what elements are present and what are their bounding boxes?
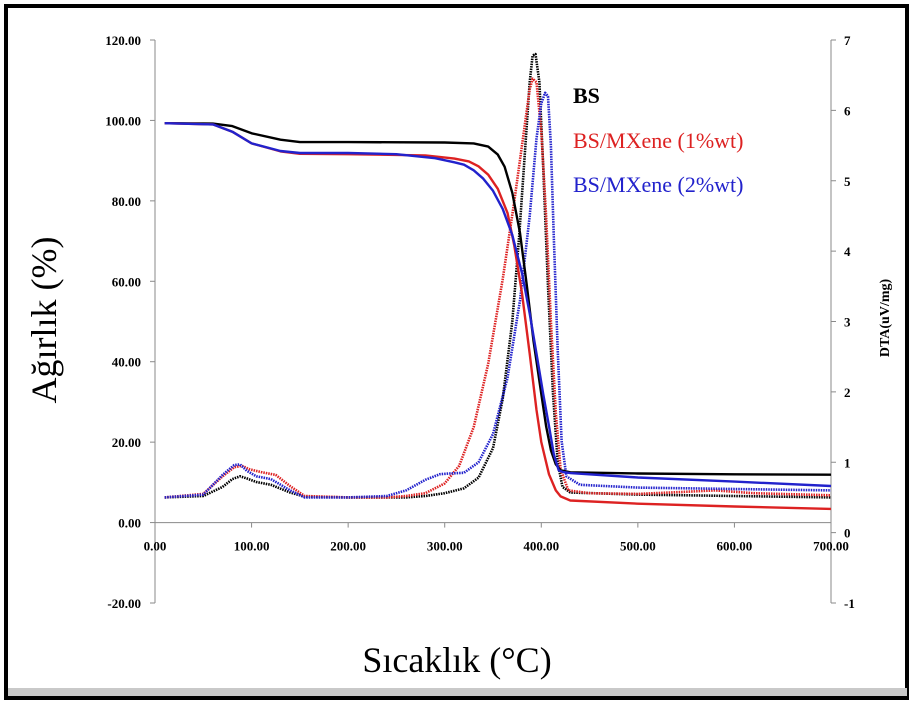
dta-series-line <box>164 52 832 499</box>
y-left-tick-label: -20.00 <box>107 596 141 611</box>
y-right-tick-label: -1 <box>844 596 855 611</box>
y-right-tick-label: 4 <box>844 244 851 259</box>
axes <box>150 39 836 604</box>
x-tick-label: 300.00 <box>427 539 463 554</box>
y-right-tick-label: 6 <box>844 103 851 118</box>
x-tick-label: 200.00 <box>330 539 366 554</box>
y-left-axis-title: Ağırlık (%) <box>24 237 64 404</box>
y-left-tick-label: 60.00 <box>112 274 141 289</box>
x-tick-label: 100.00 <box>234 539 270 554</box>
y-right-tick-label: 0 <box>844 526 851 541</box>
y-left-tick-label: 0.00 <box>118 516 141 531</box>
y-left-tick-label: 20.00 <box>112 435 141 450</box>
y-right-tick-label: 3 <box>844 315 851 330</box>
y-left-tick-label: 80.00 <box>112 194 141 209</box>
frame-shadow <box>8 688 907 696</box>
legend-label-bs-mxene-1: BS/MXene (1%wt) <box>573 128 743 153</box>
x-tick-label: 400.00 <box>523 539 559 554</box>
x-axis-title: Sıcaklık (°C) <box>362 640 551 680</box>
x-tick-labels: 0.00 100.00 200.00 300.00 400.00 500.00 600.00… <box>144 539 849 554</box>
dta-series-line <box>164 91 832 499</box>
x-tick-label: 0.00 <box>144 539 167 554</box>
y-right-tick-labels: 7 6 5 4 3 2 1 0 -1 <box>844 33 855 611</box>
y-left-tick-labels: 120.00 100.00 80.00 60.00 40.00 20.00 0.00 -20.… <box>105 33 141 611</box>
legend-label-bs: BS <box>573 83 600 108</box>
y-left-tick-label: 100.00 <box>105 113 141 128</box>
y-right-tick-label: 2 <box>844 385 851 400</box>
y-left-tick-label: 120.00 <box>105 33 141 48</box>
y-right-tick-label: 1 <box>844 455 851 470</box>
x-tick-label: 500.00 <box>620 539 656 554</box>
y-right-axis-title: DTA(uV/mg) <box>878 279 893 358</box>
dta-series-line <box>164 77 832 499</box>
y-right-tick-label: 5 <box>844 174 851 189</box>
x-tick-label: 700.00 <box>813 539 849 554</box>
x-tick-label: 600.00 <box>717 539 753 554</box>
series-lines <box>164 52 832 511</box>
tga-series-line <box>164 122 832 488</box>
y-left-tick-label: 40.00 <box>112 355 141 370</box>
y-right-tick-label: 7 <box>844 33 851 48</box>
legend-label-bs-mxene-2: BS/MXene (2%wt) <box>573 172 743 197</box>
